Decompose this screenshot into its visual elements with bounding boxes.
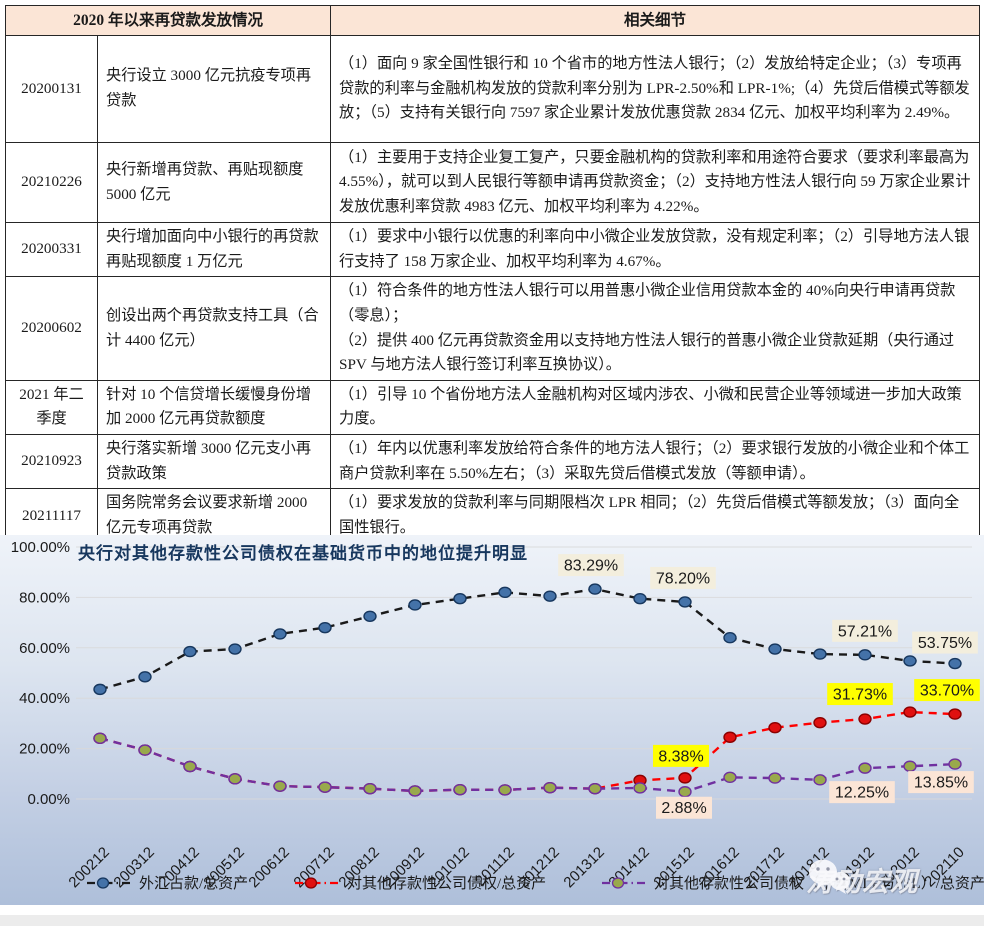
- table-row: 20211117 国务院常务会议要求新增 2000 亿元专项再贷款 （1）要求发…: [5, 488, 981, 544]
- table-header-row: 2020 年以来再贷款发放情况 相关细节: [4, 4, 981, 37]
- relending-chart-svg: 0.00%20.00%40.00%60.00%80.00%100.00%2002…: [11, 539, 980, 891]
- svg-text:53.75%: 53.75%: [918, 635, 972, 652]
- svg-text:13.85%: 13.85%: [914, 775, 968, 792]
- event-cell: 央行落实新增 3000 亿元支小再贷款政策: [96, 434, 332, 490]
- detail-cell: （1）要求发放的贷款利率与同期限档次 LPR 相同；（2）先贷后借模式等额发放；…: [330, 488, 981, 544]
- bottom-divider-bar: [0, 915, 984, 926]
- legend-label: 对其他存款性公司债权/总资产: [347, 876, 547, 892]
- event-cell: 国务院常务会议要求新增 2000 亿元专项再贷款: [96, 488, 332, 544]
- header-detail: 相关细节: [330, 4, 981, 37]
- table-row: 20200331 央行增加面向中小银行的再贷款再贴现额度 1 万亿元 （1）要求…: [5, 222, 981, 278]
- date-cell: 20210923: [5, 434, 98, 490]
- table-row: 20200131 央行设立 3000 亿元抗疫专项再贷款 （1）面向 9 家全国…: [5, 35, 981, 144]
- legend-marker-icon: [295, 876, 341, 889]
- header-situation: 2020 年以来再贷款发放情况: [4, 4, 332, 37]
- svg-text:0.00%: 0.00%: [27, 791, 70, 808]
- event-cell: 针对 10 个信贷增长缓慢身份增加 2000 亿元再贷款额度: [96, 379, 332, 436]
- date-cell: 2021 年二季度: [5, 379, 98, 436]
- detail-cell: （1）要求中小银行以优惠的利率向中小微企业发放贷款，没有规定利率；（2）引导地方…: [330, 222, 981, 278]
- legend-item: 外汇占款/总资产: [85, 872, 248, 893]
- legend-label: 外汇占款/总资产: [139, 876, 249, 892]
- relending-chart: 0.00% 20.00% 40.00% 60.00% 80.00% 100.00% 2002…: [0, 535, 984, 905]
- svg-text:20.00%: 20.00%: [19, 741, 70, 758]
- table-row: 20210226 央行新增再贷款、再贴现额度 5000 亿元 （1）主要用于支持…: [5, 142, 981, 224]
- detail-cell: （1）主要用于支持企业复工复产，只要金融机构的贷款利率和用途符合要求（要求利率最…: [330, 142, 981, 224]
- event-cell: 央行新增再贷款、再贴现额度 5000 亿元: [96, 142, 332, 224]
- detail-cell: （1）符合条件的地方性法人银行可以用普惠小微企业信用贷款本金的 40%向央行申请…: [330, 276, 981, 381]
- date-cell: 20200131: [5, 35, 98, 144]
- table-row: 20210923 央行落实新增 3000 亿元支小再贷款政策 （1）年内以优惠利…: [5, 434, 981, 490]
- event-cell: 创设出两个再贷款支持工具（合计 4400 亿元）: [96, 276, 332, 381]
- svg-text:8.38%: 8.38%: [658, 748, 703, 765]
- svg-text:2.88%: 2.88%: [661, 800, 706, 817]
- table-row: 20200602 创设出两个再贷款支持工具（合计 4400 亿元） （1）符合条…: [5, 276, 981, 381]
- svg-text:40.00%: 40.00%: [19, 690, 70, 707]
- legend-marker-icon: [87, 876, 133, 889]
- date-cell: 20200602: [5, 276, 98, 381]
- svg-text:57.21%: 57.21%: [838, 623, 892, 640]
- detail-cell: （1）面向 9 家全国性银行和 10 个省市的地方性法人银行；（2）发放给特定企…: [330, 35, 981, 144]
- detail-cell: （1）年内以优惠利率发放给符合条件的地方法人银行；（2）要求银行发放的小微企业和…: [330, 434, 981, 490]
- svg-text:100.00%: 100.00%: [11, 539, 70, 556]
- detail-cell: （1）引导 10 个省份地方法人金融机构对区域内涉农、小微和民营企业等领域进一步…: [330, 379, 981, 436]
- relending-table: 2020 年以来再贷款发放情况 相关细节 20200131 央行设立 3000 …: [4, 4, 981, 544]
- svg-text:80.00%: 80.00%: [19, 589, 70, 606]
- chart-legend: 外汇占款/总资产 对其他存款性公司债权/总资产 对其他存款性公司债权（不含MLF…: [0, 872, 984, 898]
- svg-text:33.70%: 33.70%: [920, 683, 974, 700]
- legend-item: 对其他存款性公司债权/总资产: [293, 872, 546, 893]
- chart-title: 央行对其他存款性公司债权在基础货币中的地位提升明显: [78, 544, 528, 563]
- svg-text:31.73%: 31.73%: [833, 687, 887, 704]
- event-cell: 央行设立 3000 亿元抗疫专项再贷款: [96, 35, 332, 144]
- date-cell: 20211117: [5, 488, 98, 544]
- svg-text:12.25%: 12.25%: [835, 785, 889, 802]
- svg-text:78.20%: 78.20%: [656, 570, 710, 587]
- legend-label: 对其他存款性公司债权（不含MLF与PSL）/总资产: [654, 876, 984, 892]
- table-row: 2021 年二季度 针对 10 个信贷增长缓慢身份增加 2000 亿元再贷款额度…: [5, 379, 981, 436]
- date-cell: 20210226: [5, 142, 98, 224]
- legend-item: 对其他存款性公司债权（不含MLF与PSL）/总资产: [600, 872, 984, 893]
- date-cell: 20200331: [5, 222, 98, 278]
- legend-marker-icon: [602, 876, 648, 889]
- svg-text:83.29%: 83.29%: [564, 558, 618, 575]
- svg-text:60.00%: 60.00%: [19, 640, 70, 657]
- event-cell: 央行增加面向中小银行的再贷款再贴现额度 1 万亿元: [96, 222, 332, 278]
